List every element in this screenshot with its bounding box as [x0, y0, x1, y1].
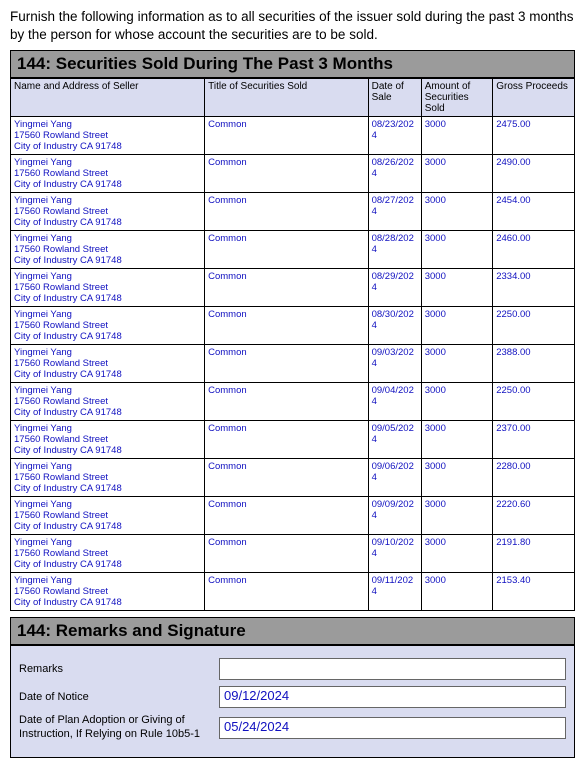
- amount-cell: 3000: [421, 421, 493, 459]
- proceeds-cell: 2191.80: [493, 535, 575, 573]
- title-cell: Common: [205, 117, 368, 155]
- table-header: Date of Sale: [368, 79, 421, 117]
- amount-cell: 3000: [421, 155, 493, 193]
- amount-cell: 3000: [421, 231, 493, 269]
- proceeds-cell: 2460.00: [493, 231, 575, 269]
- amount-cell: 3000: [421, 459, 493, 497]
- table-row: Yingmei Yang17560 Rowland StreetCity of …: [11, 117, 575, 155]
- amount-cell: 3000: [421, 535, 493, 573]
- securities-table: Name and Address of SellerTitle of Secur…: [10, 78, 575, 611]
- proceeds-cell: 2334.00: [493, 269, 575, 307]
- date-cell: 09/04/2024: [368, 383, 421, 421]
- seller-cell: Yingmei Yang17560 Rowland StreetCity of …: [11, 573, 205, 611]
- plan-adoption-label: Date of Plan Adoption or Giving of Instr…: [19, 714, 219, 740]
- section-header-sold: 144: Securities Sold During The Past 3 M…: [10, 50, 575, 78]
- date-of-notice-field[interactable]: 09/12/2024: [219, 686, 566, 708]
- seller-cell: Yingmei Yang17560 Rowland StreetCity of …: [11, 117, 205, 155]
- proceeds-cell: 2475.00: [493, 117, 575, 155]
- date-cell: 08/29/2024: [368, 269, 421, 307]
- date-cell: 09/11/2024: [368, 573, 421, 611]
- proceeds-cell: 2220.60: [493, 497, 575, 535]
- table-row: Yingmei Yang17560 Rowland StreetCity of …: [11, 535, 575, 573]
- title-cell: Common: [205, 307, 368, 345]
- table-row: Yingmei Yang17560 Rowland StreetCity of …: [11, 307, 575, 345]
- seller-cell: Yingmei Yang17560 Rowland StreetCity of …: [11, 345, 205, 383]
- table-row: Yingmei Yang17560 Rowland StreetCity of …: [11, 383, 575, 421]
- proceeds-cell: 2250.00: [493, 307, 575, 345]
- table-header: Gross Proceeds: [493, 79, 575, 117]
- seller-cell: Yingmei Yang17560 Rowland StreetCity of …: [11, 535, 205, 573]
- amount-cell: 3000: [421, 193, 493, 231]
- title-cell: Common: [205, 345, 368, 383]
- seller-cell: Yingmei Yang17560 Rowland StreetCity of …: [11, 497, 205, 535]
- title-cell: Common: [205, 269, 368, 307]
- title-cell: Common: [205, 231, 368, 269]
- remarks-label: Remarks: [19, 663, 219, 676]
- seller-cell: Yingmei Yang17560 Rowland StreetCity of …: [11, 383, 205, 421]
- seller-cell: Yingmei Yang17560 Rowland StreetCity of …: [11, 269, 205, 307]
- date-cell: 09/03/2024: [368, 345, 421, 383]
- title-cell: Common: [205, 535, 368, 573]
- amount-cell: 3000: [421, 497, 493, 535]
- date-cell: 09/09/2024: [368, 497, 421, 535]
- table-row: Yingmei Yang17560 Rowland StreetCity of …: [11, 345, 575, 383]
- title-cell: Common: [205, 459, 368, 497]
- date-cell: 08/30/2024: [368, 307, 421, 345]
- date-cell: 09/10/2024: [368, 535, 421, 573]
- table-row: Yingmei Yang17560 Rowland StreetCity of …: [11, 459, 575, 497]
- amount-cell: 3000: [421, 573, 493, 611]
- proceeds-cell: 2153.40: [493, 573, 575, 611]
- title-cell: Common: [205, 383, 368, 421]
- date-cell: 08/23/2024: [368, 117, 421, 155]
- seller-cell: Yingmei Yang17560 Rowland StreetCity of …: [11, 231, 205, 269]
- table-row: Yingmei Yang17560 Rowland StreetCity of …: [11, 269, 575, 307]
- table-header: Title of Securities Sold: [205, 79, 368, 117]
- title-cell: Common: [205, 497, 368, 535]
- table-row: Yingmei Yang17560 Rowland StreetCity of …: [11, 193, 575, 231]
- amount-cell: 3000: [421, 345, 493, 383]
- amount-cell: 3000: [421, 307, 493, 345]
- seller-cell: Yingmei Yang17560 Rowland StreetCity of …: [11, 421, 205, 459]
- date-of-notice-label: Date of Notice: [19, 691, 219, 704]
- remarks-block: Remarks Date of Notice 09/12/2024 Date o…: [10, 645, 575, 757]
- date-cell: 09/05/2024: [368, 421, 421, 459]
- title-cell: Common: [205, 193, 368, 231]
- proceeds-cell: 2490.00: [493, 155, 575, 193]
- proceeds-cell: 2388.00: [493, 345, 575, 383]
- table-row: Yingmei Yang17560 Rowland StreetCity of …: [11, 421, 575, 459]
- remarks-field[interactable]: [219, 658, 566, 680]
- date-cell: 09/06/2024: [368, 459, 421, 497]
- amount-cell: 3000: [421, 269, 493, 307]
- table-row: Yingmei Yang17560 Rowland StreetCity of …: [11, 155, 575, 193]
- amount-cell: 3000: [421, 117, 493, 155]
- seller-cell: Yingmei Yang17560 Rowland StreetCity of …: [11, 307, 205, 345]
- proceeds-cell: 2250.00: [493, 383, 575, 421]
- table-row: Yingmei Yang17560 Rowland StreetCity of …: [11, 497, 575, 535]
- intro-text: Furnish the following information as to …: [10, 8, 575, 44]
- seller-cell: Yingmei Yang17560 Rowland StreetCity of …: [11, 193, 205, 231]
- table-header: Amount of Securities Sold: [421, 79, 493, 117]
- proceeds-cell: 2370.00: [493, 421, 575, 459]
- section-header-remarks: 144: Remarks and Signature: [10, 617, 575, 645]
- amount-cell: 3000: [421, 383, 493, 421]
- table-header: Name and Address of Seller: [11, 79, 205, 117]
- date-cell: 08/26/2024: [368, 155, 421, 193]
- title-cell: Common: [205, 573, 368, 611]
- table-row: Yingmei Yang17560 Rowland StreetCity of …: [11, 231, 575, 269]
- seller-cell: Yingmei Yang17560 Rowland StreetCity of …: [11, 459, 205, 497]
- table-row: Yingmei Yang17560 Rowland StreetCity of …: [11, 573, 575, 611]
- plan-adoption-field[interactable]: 05/24/2024: [219, 717, 566, 739]
- title-cell: Common: [205, 155, 368, 193]
- title-cell: Common: [205, 421, 368, 459]
- proceeds-cell: 2280.00: [493, 459, 575, 497]
- date-cell: 08/27/2024: [368, 193, 421, 231]
- seller-cell: Yingmei Yang17560 Rowland StreetCity of …: [11, 155, 205, 193]
- date-cell: 08/28/2024: [368, 231, 421, 269]
- proceeds-cell: 2454.00: [493, 193, 575, 231]
